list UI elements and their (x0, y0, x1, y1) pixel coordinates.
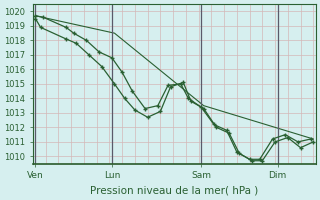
X-axis label: Pression niveau de la mer( hPa ): Pression niveau de la mer( hPa ) (90, 186, 259, 196)
